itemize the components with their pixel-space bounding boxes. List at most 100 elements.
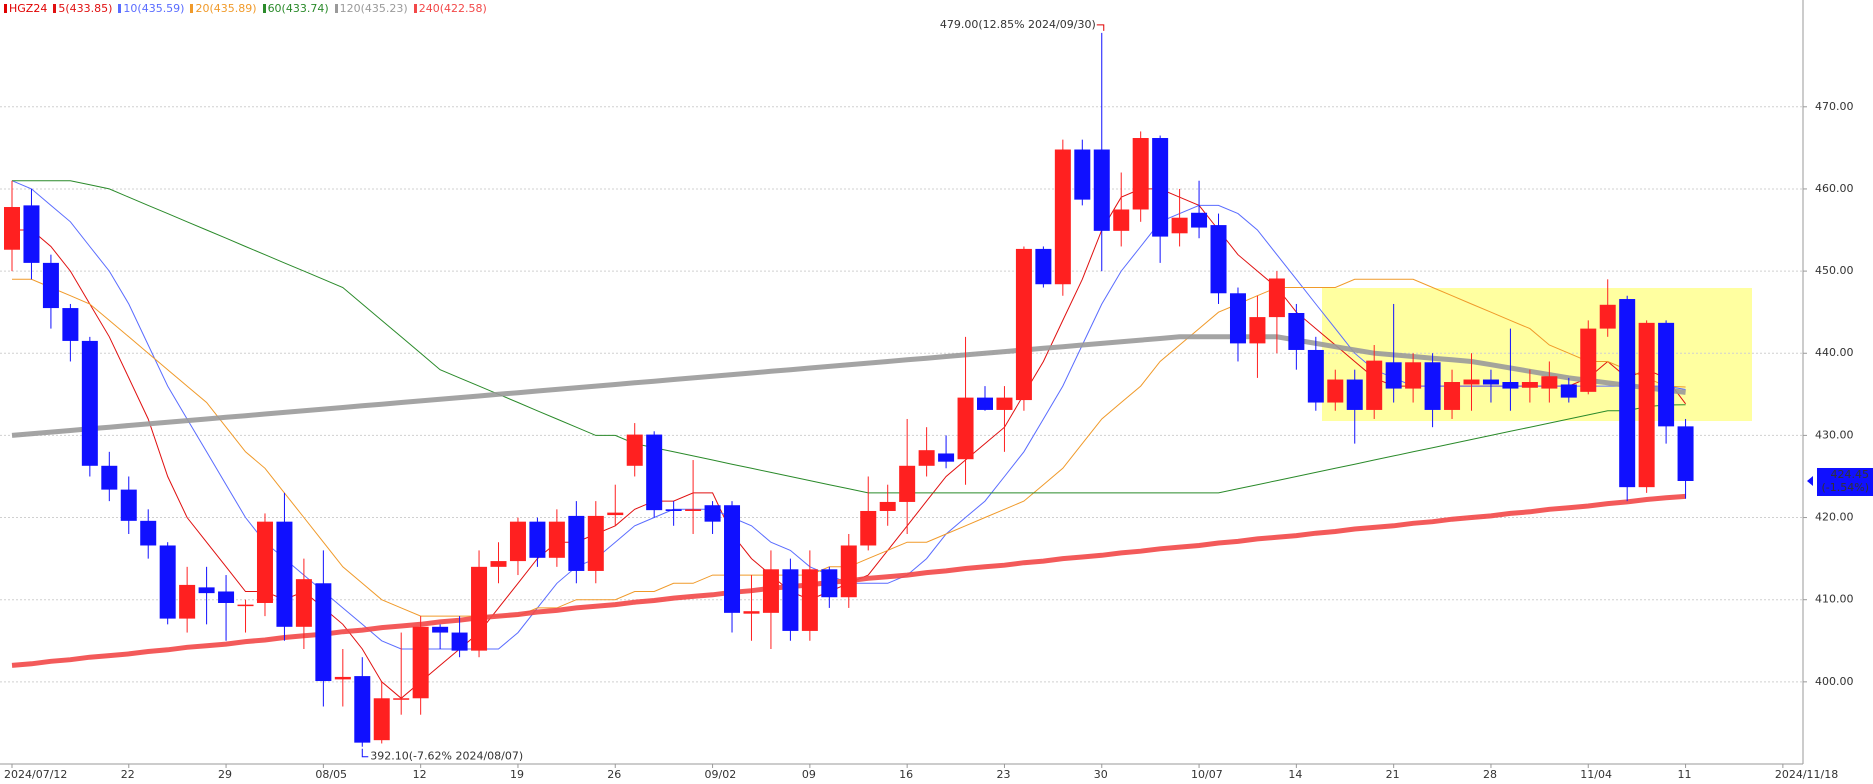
candle-body — [1366, 360, 1383, 410]
candle-body — [548, 521, 565, 558]
candle-body — [354, 676, 371, 743]
candle-body — [471, 566, 488, 651]
legend-label: 60(433.74) — [267, 2, 329, 15]
low-annotation: 392.10(-7.62% 2024/08/07) — [370, 750, 523, 763]
candle-body — [587, 515, 604, 571]
y-tick-label: 450.00 — [1815, 264, 1854, 277]
candle-body — [4, 207, 20, 250]
legend-swatch — [413, 4, 417, 13]
candle-body — [1346, 379, 1363, 410]
x-tick-label: 12 — [413, 768, 427, 781]
x-tick-label: 14 — [1288, 768, 1302, 781]
x-tick-label: 29 — [218, 768, 232, 781]
candle-body — [256, 521, 273, 603]
x-tick-label: 19 — [510, 768, 524, 781]
candle-body — [1132, 138, 1149, 210]
candle-body — [81, 340, 98, 466]
x-tick-label: 22 — [121, 768, 135, 781]
legend-item: 5(433.85) — [53, 2, 112, 15]
candle-body — [490, 561, 507, 567]
candle-body — [918, 450, 935, 466]
legend-item: 20(435.89) — [190, 2, 257, 15]
low-marker — [361, 748, 369, 758]
legend-swatch — [190, 4, 194, 13]
candle-body — [120, 489, 137, 521]
legend-item: 10(435.59) — [118, 2, 184, 15]
x-tick-label: 26 — [607, 768, 621, 781]
x-tick-label: 2024/07/12 — [4, 768, 67, 781]
candle-body — [996, 397, 1013, 410]
y-tick-label: 400.00 — [1815, 675, 1854, 688]
candle-body — [432, 626, 449, 633]
x-tick-label: 10/07 — [1191, 768, 1223, 781]
candle-body — [42, 262, 59, 309]
x-tick-label: 11/04 — [1580, 768, 1612, 781]
candle-body — [1580, 328, 1597, 392]
candle-body — [1307, 349, 1324, 403]
candle-body — [1405, 362, 1422, 389]
legend-label: 240(422.58) — [418, 2, 487, 15]
candle-body — [315, 583, 332, 682]
candle-body — [334, 676, 351, 680]
candle-body — [1502, 382, 1519, 389]
candle-body — [23, 205, 40, 263]
candle-body — [821, 569, 838, 598]
legend-item: HGZ24 — [4, 2, 47, 15]
candle-body — [1424, 362, 1441, 410]
candle-body — [762, 569, 779, 613]
last-price-box — [1817, 467, 1873, 496]
candle-body — [1444, 382, 1461, 410]
candle-body — [1463, 379, 1480, 385]
candles — [4, 32, 1694, 747]
legend-label: 120(435.23) — [339, 2, 408, 15]
legend-item: 240(422.58) — [413, 2, 487, 15]
candle-body — [782, 569, 799, 631]
legend-label: 5(433.85) — [58, 2, 113, 15]
legend-label: 20(435.89) — [195, 2, 257, 15]
y-tick-label: 470.00 — [1815, 100, 1854, 113]
x-tick-label: 23 — [996, 768, 1010, 781]
candle-body — [568, 515, 585, 571]
candle-body — [1054, 149, 1071, 285]
candle-body — [704, 505, 721, 522]
x-tick-label: 16 — [899, 768, 913, 781]
high-marker — [1096, 24, 1105, 31]
legend-swatch — [334, 4, 338, 13]
candle-body — [801, 569, 818, 631]
candle-body — [412, 626, 429, 699]
candle-body — [373, 698, 390, 741]
legend: HGZ24 5(433.85) 10(435.59) 20(435.89) 60(43… — [4, 2, 487, 15]
candle-body — [1152, 138, 1169, 237]
legend-swatch — [118, 4, 122, 13]
candle-body — [218, 591, 235, 603]
candle-body — [724, 505, 741, 613]
x-tick-label: 09 — [802, 768, 816, 781]
candle-body — [159, 545, 176, 619]
candle-body — [1599, 304, 1616, 329]
candle-body — [1658, 322, 1675, 427]
candle-body — [646, 434, 663, 511]
candle-body — [1288, 312, 1305, 350]
ma-line — [12, 180, 1686, 494]
candle-body — [860, 510, 877, 546]
candle-body — [101, 465, 118, 490]
moving-averages — [11, 180, 1686, 699]
candle-body — [140, 520, 157, 546]
candle-body — [879, 501, 896, 511]
candle-body — [1229, 293, 1246, 344]
candle-body — [685, 509, 702, 511]
legend-swatch — [4, 4, 7, 13]
chart-title: HGZ24 — [9, 2, 48, 15]
candle-body — [938, 453, 955, 462]
candle-body — [1327, 379, 1344, 403]
candle-body — [1191, 212, 1208, 228]
candle-body — [665, 509, 682, 511]
candle-body — [451, 632, 468, 651]
candle-body — [840, 545, 857, 598]
legend-item: 120(435.23) — [334, 2, 408, 15]
candle-body — [1560, 384, 1577, 398]
x-tick-label: 28 — [1483, 768, 1497, 781]
last-change-label: (-1.54%) — [1822, 481, 1870, 494]
